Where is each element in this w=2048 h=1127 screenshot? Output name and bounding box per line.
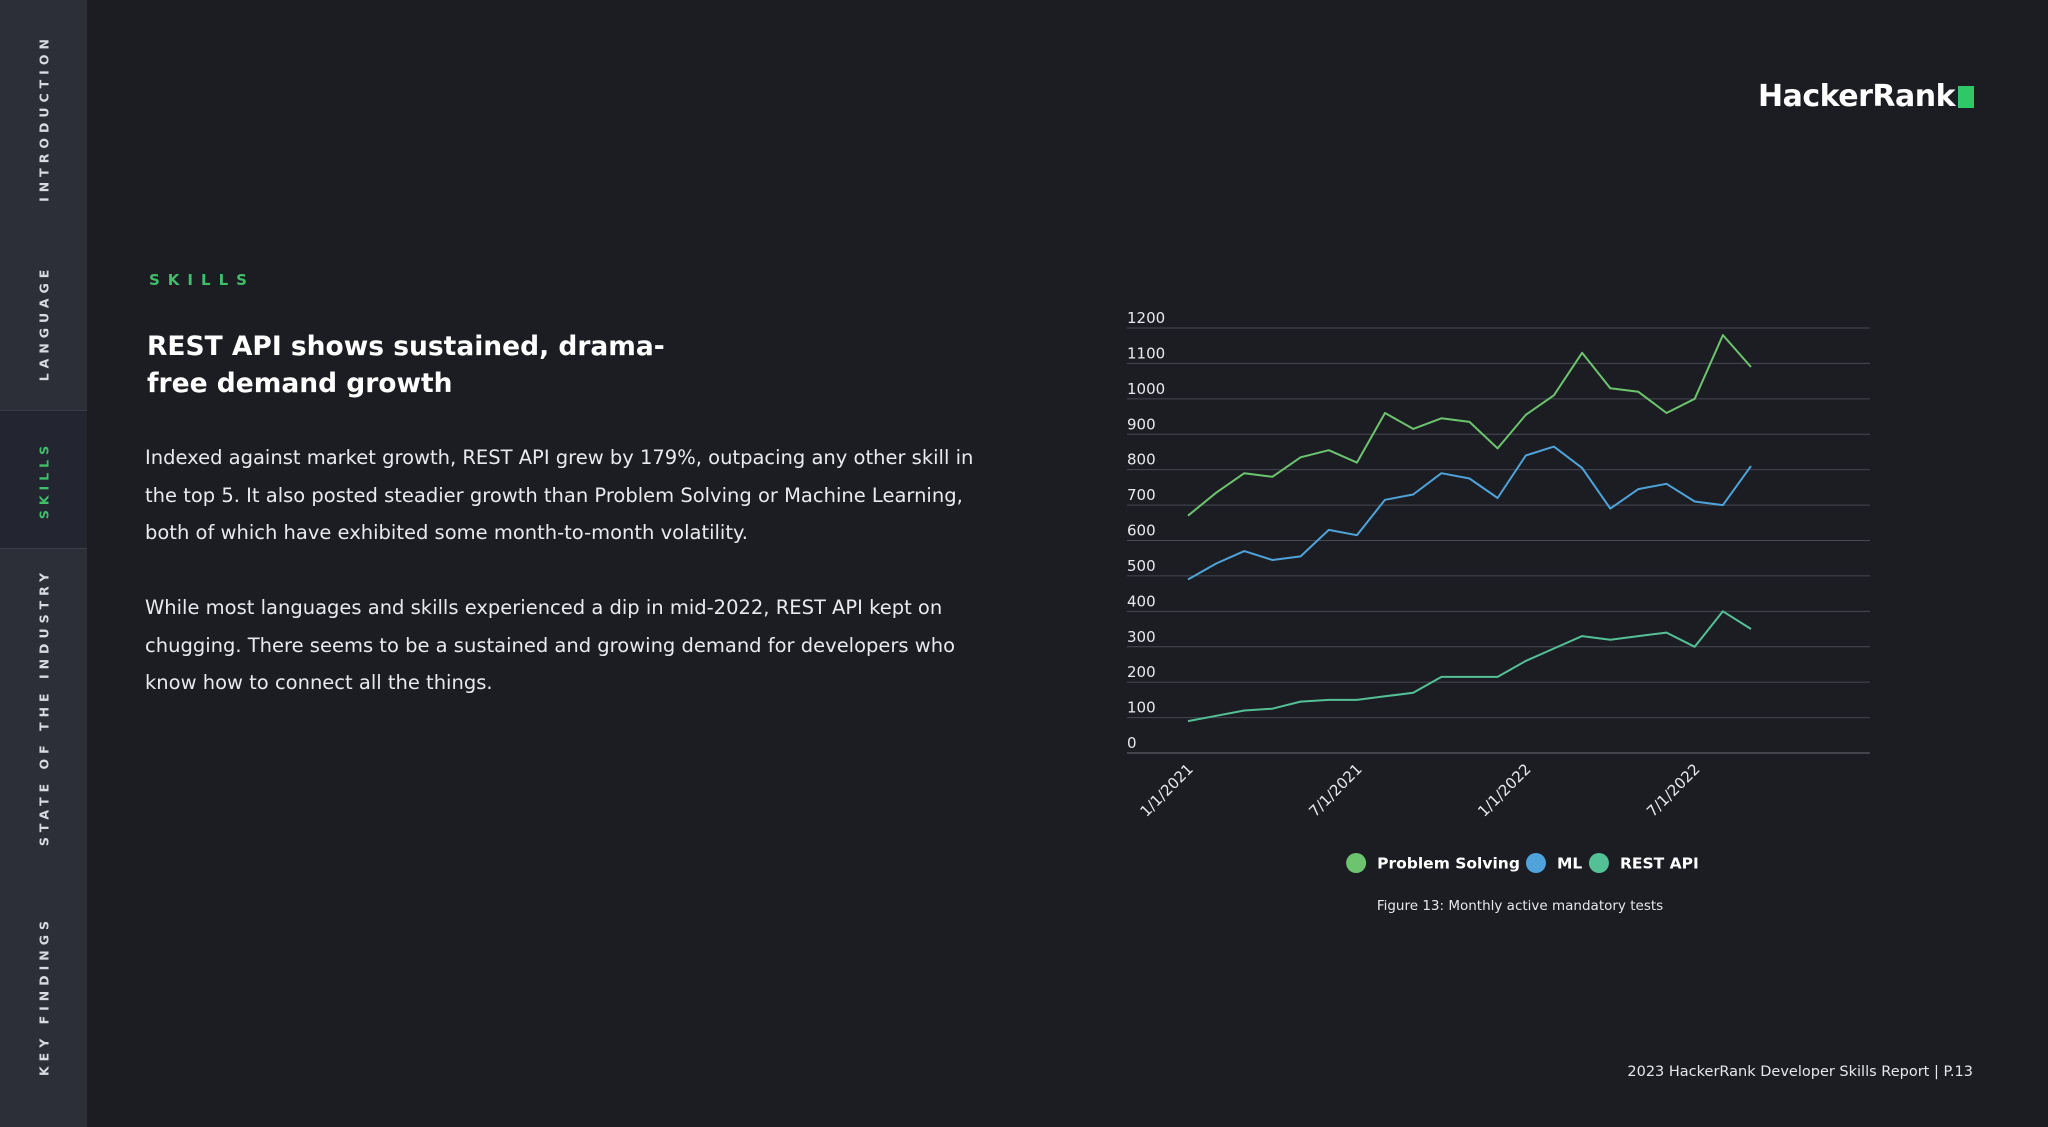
nav-item-label: LANGUAGE [36,264,51,382]
nav-item-label: INTRODUCTION [36,34,51,202]
y-tick-label: 800 [1127,451,1156,469]
x-tick-label: 7/1/2021 [1305,760,1365,820]
nav-item-language[interactable]: LANGUAGE [0,236,87,410]
chart-legend: Problem Solving ML REST API [1346,853,1699,873]
section-eyebrow: SKILLS [149,271,255,289]
chart-gridlines [1127,327,1870,754]
series-line [1187,445,1752,581]
legend-swatch [1588,853,1609,873]
chart-series [1187,334,1752,723]
legend-label: REST API [1620,855,1699,873]
series-line [1187,610,1752,723]
page-headline: REST API shows sustained, drama-free dem… [147,331,665,399]
y-tick-label: 200 [1127,663,1156,681]
y-tick-label: 600 [1127,522,1156,540]
figure-caption: Figure 13: Monthly active mandatory test… [1376,898,1664,914]
nav-divider [0,410,87,411]
nav-item-label: SKILLS [36,440,51,519]
legend-label: Problem Solving [1377,855,1520,873]
y-tick-label: 0 [1127,734,1137,752]
nav-item-label: STATE OF THE INDUSTRY [36,567,51,847]
nav-item-key-findings[interactable]: KEY FINDINGS [0,865,87,1127]
y-axis-ticks: 0 100 200 300 400 500 600 700 800 900 1000 1100 1200 [1127,309,1165,752]
x-tick-label: 1/1/2021 [1136,760,1196,820]
legend-swatch [1346,853,1367,873]
nav-item-label: KEY FINDINGS [36,915,51,1077]
y-tick-label: 900 [1127,415,1156,433]
y-tick-label: 100 [1127,699,1156,717]
legend-label: ML [1557,855,1582,873]
nav-divider [0,548,87,549]
section-nav: INTRODUCTION LANGUAGE SKILLS STATE OF TH… [0,0,87,1127]
y-tick-label: 500 [1127,557,1156,575]
y-tick-label: 1200 [1127,309,1165,327]
series-line [1187,334,1752,517]
page-footer: 2023 HackerRank Developer Skills Report … [1627,1064,1973,1080]
y-tick-label: 1100 [1127,344,1165,362]
x-tick-label: 7/1/2022 [1643,760,1703,820]
hackerrank-logo: HackerRank [1758,78,1975,114]
nav-item-state-of-the-industry[interactable]: STATE OF THE INDUSTRY [0,549,87,865]
body-paragraph: Indexed against market growth, REST API … [145,446,974,544]
logo-wordmark: HackerRank [1758,78,1956,114]
nav-item-introduction[interactable]: INTRODUCTION [0,0,87,236]
y-tick-label: 300 [1127,628,1156,646]
x-tick-label: 1/1/2022 [1474,760,1534,820]
nav-item-skills[interactable]: SKILLS [0,411,87,548]
y-tick-label: 700 [1127,486,1156,504]
y-tick-label: 400 [1127,592,1156,610]
body-paragraph: While most languages and skills experien… [145,596,956,694]
y-tick-label: 1000 [1127,380,1165,398]
x-axis-ticks: 1/1/2021 7/1/2021 1/1/2022 7/1/2022 [1136,760,1703,820]
logo-square-icon [1958,85,1975,108]
legend-swatch [1525,853,1546,873]
line-chart: 0 100 200 300 400 500 600 700 800 900 1000 1100 1200… [1127,309,1870,873]
